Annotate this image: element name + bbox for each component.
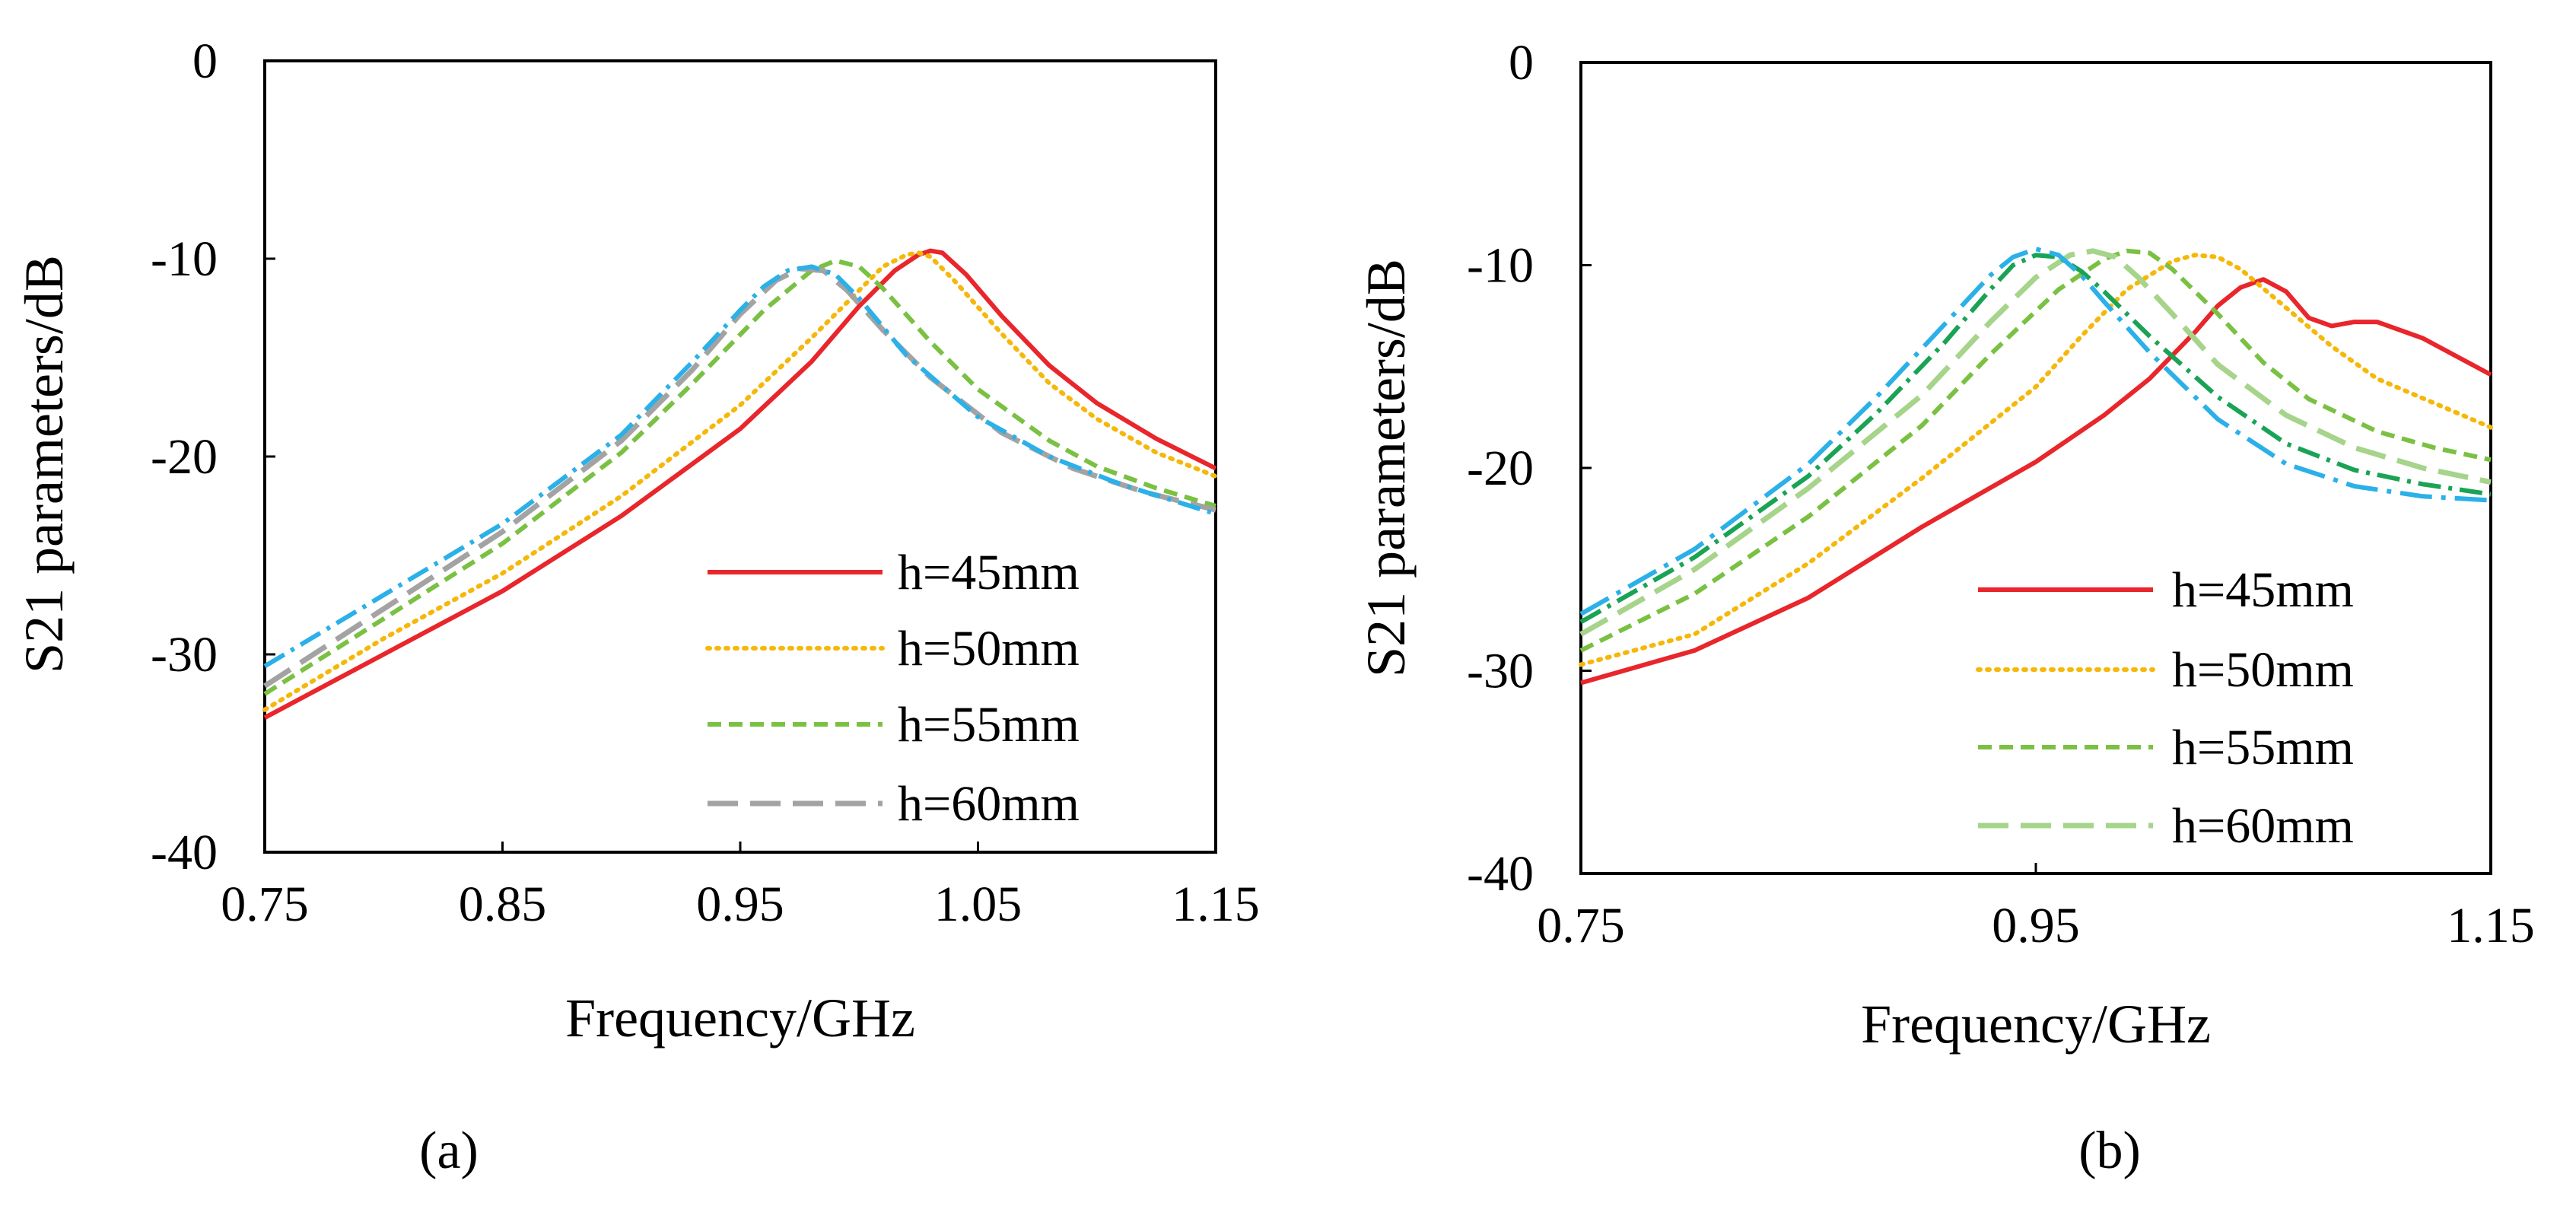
x-tick-label-a: 0.95 xyxy=(696,877,784,932)
plot-area-a xyxy=(263,59,1217,854)
y-tick-label-b: -40 xyxy=(1467,846,1534,902)
legend-item-a-1: h=45mm xyxy=(708,545,1080,600)
series-line-b-4 xyxy=(1579,248,2492,637)
legend-item-a-3: h=55mm xyxy=(708,697,1080,753)
y-tick-label-a: -40 xyxy=(151,825,218,880)
x-tick-label-b: 0.75 xyxy=(1537,898,1625,953)
legend-label-b-1: h=45mm xyxy=(2172,562,2354,618)
x-tick-label-a: 0.85 xyxy=(459,877,547,932)
y-ticks-b: 0 -10 -20 -30 -40 xyxy=(1467,35,1592,902)
legend-a: h=45mm h=50mm h=55mm h=60mm xyxy=(705,545,1080,832)
x-tick-label-a: 1.05 xyxy=(934,877,1022,932)
y-tick-label-b: 0 xyxy=(1509,35,1534,91)
legend-label-a-1: h=45mm xyxy=(898,545,1080,600)
series-line-b-1 xyxy=(1580,277,2492,686)
series-line-b-3 xyxy=(1579,248,2492,653)
legend-item-a-2: h=50mm xyxy=(705,621,1080,676)
legend-item-b-3: h=55mm xyxy=(1978,720,2354,775)
legend-label-a-4: h=60mm xyxy=(898,776,1080,832)
series-line-b-6 xyxy=(1579,247,2492,616)
legend-label-a-2: h=50mm xyxy=(898,621,1080,676)
legend-item-b-2: h=50mm xyxy=(1976,642,2354,698)
y-axis-label-a: S21 parameters/dB xyxy=(14,255,75,673)
y-tick-label-a: -10 xyxy=(151,231,218,287)
x-axis-label-b: Frequency/GHz xyxy=(1861,994,2211,1055)
chart-panel-a: 0.75 0.85 0.95 1.05 1.15 0 -10 -20 -30 -40 Frequ… xyxy=(14,33,1260,1180)
legend-label-b-2: h=50mm xyxy=(2172,642,2354,698)
x-ticks-a: 0.75 0.85 0.95 1.05 1.15 xyxy=(221,842,1260,932)
chart-panel-b: 0.75 0.95 1.15 0 -10 -20 -30 -40 Frequency/GHz… xyxy=(1356,35,2535,1180)
panel-label-a: (a) xyxy=(419,1122,479,1180)
x-axis-label-a: Frequency/GHz xyxy=(565,988,915,1048)
x-tick-label-b: 0.95 xyxy=(1992,898,2080,953)
y-axis-label-b: S21 parameters/dB xyxy=(1356,259,1417,677)
series-line-a-3 xyxy=(263,258,1216,696)
legend-item-b-4: h=60mm xyxy=(1978,798,2354,854)
legend-label-a-3: h=55mm xyxy=(898,697,1080,753)
y-tick-label-a: 0 xyxy=(192,33,218,89)
series-layer-b xyxy=(1579,247,2493,686)
legend-label-b-3: h=55mm xyxy=(2172,720,2354,775)
y-tick-label-a: -20 xyxy=(151,429,218,485)
legend-label-b-4: h=60mm xyxy=(2172,798,2354,854)
series-line-a-2 xyxy=(262,250,1218,712)
legend-b: h=45mm h=50mm h=55mm h=60mm xyxy=(1976,562,2354,854)
series-line-a-5 xyxy=(263,264,1216,669)
series-line-b-5 xyxy=(1579,253,2492,625)
legend-item-b-1: h=45mm xyxy=(1978,562,2354,618)
y-tick-label-b: -30 xyxy=(1467,644,1534,699)
y-tick-label-b: -20 xyxy=(1467,441,1534,496)
x-ticks-b: 0.75 0.95 1.15 xyxy=(1537,863,2535,953)
x-tick-label-a: 0.75 xyxy=(221,877,309,932)
legend-item-a-4: h=60mm xyxy=(708,776,1080,832)
y-ticks-a: 0 -10 -20 -30 -40 xyxy=(151,33,275,880)
series-layer-a xyxy=(262,248,1218,720)
panel-label-b: (b) xyxy=(2078,1122,2141,1180)
x-tick-label-b: 1.15 xyxy=(2447,898,2535,953)
y-tick-label-b: -10 xyxy=(1467,238,1534,294)
series-line-b-2 xyxy=(1579,253,2493,667)
x-tick-label-a: 1.15 xyxy=(1172,877,1260,932)
y-tick-label-a: -30 xyxy=(151,627,218,683)
